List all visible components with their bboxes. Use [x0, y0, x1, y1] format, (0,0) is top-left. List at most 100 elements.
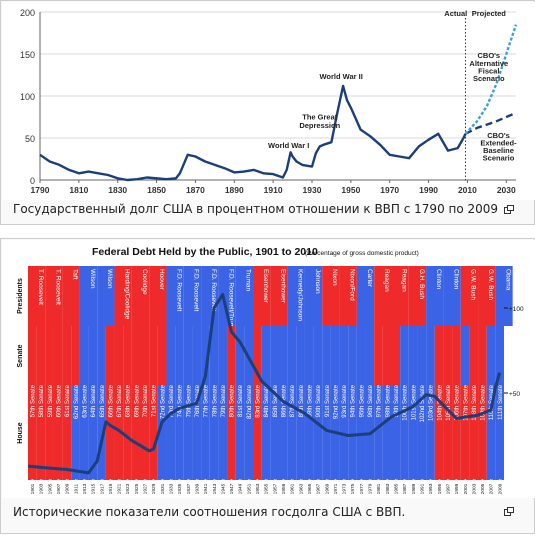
- house-label: 68th House: [126, 478, 132, 498]
- house-cell: [408, 386, 418, 480]
- senate-label: 79th Senate: [221, 384, 227, 417]
- president-label: Obama: [504, 269, 511, 291]
- house-cell: [434, 386, 444, 480]
- senate-label: 58th Senate: [39, 384, 45, 417]
- president-label: Taft: [72, 269, 79, 280]
- annotation-label: Depression: [299, 121, 340, 130]
- senate-cell: [478, 326, 487, 386]
- house-label: 102nd House: [420, 478, 426, 498]
- president-label: G.W. Bush: [487, 269, 494, 300]
- magnify-icon[interactable]: [504, 205, 514, 214]
- house-label: 101st House: [411, 478, 417, 498]
- house-cell: [183, 386, 193, 480]
- annotation-label: Scenario: [473, 74, 505, 83]
- chart-title: Federal Debt Held by the Public, 1901 to…: [92, 246, 318, 258]
- year-label: 1931: [160, 483, 166, 494]
- house-cell: [149, 386, 158, 480]
- year-label: 1967: [316, 483, 322, 494]
- senate-label: 89th Senate: [307, 384, 313, 417]
- president-cell: [374, 266, 392, 326]
- year-label: 1965: [307, 483, 313, 494]
- y-tick-label: 0: [30, 176, 35, 186]
- senate-label: 96th Senate: [368, 384, 374, 417]
- president-cell: [426, 266, 444, 326]
- chart-debt-1790-2009[interactable]: 0 50 100 150 200 1790 1810 1830 1850 1870 1890 1910…: [2, 2, 535, 200]
- house-label: 103rd House: [429, 478, 435, 498]
- senate-label: 85th Senate: [273, 384, 279, 417]
- senate-label: 80th Senate: [230, 384, 236, 417]
- senate-label: 105th Senate: [446, 384, 452, 420]
- president-label: T. Roosevelt: [37, 269, 44, 305]
- house-cell: [123, 386, 132, 480]
- house-label: 89th House: [307, 478, 313, 498]
- row-label: Presidents: [17, 278, 24, 314]
- house-label: 86th House: [282, 478, 288, 498]
- house-label: 111th House: [498, 478, 504, 498]
- year-label: 1963: [298, 483, 304, 494]
- house-label: 84th House: [264, 478, 270, 498]
- president-cell: [149, 266, 167, 326]
- annotation-label: World War I: [268, 141, 309, 150]
- annotation-label: Extended-: [480, 139, 517, 148]
- house-cell: [71, 386, 80, 480]
- senate-label: 73rd Senate: [169, 384, 175, 417]
- senate-cell: [261, 326, 271, 386]
- senate-cell: [417, 326, 427, 386]
- senate-cell: [97, 326, 106, 386]
- magnify-icon[interactable]: [504, 507, 514, 516]
- house-cell: [114, 386, 124, 480]
- house-cell: [313, 386, 323, 480]
- house-cell: [400, 386, 409, 480]
- senate-cell: [201, 326, 210, 386]
- house-cell: [244, 386, 254, 480]
- senate-cell: [460, 326, 470, 386]
- president-label: Kennedy/Johnson: [297, 269, 304, 321]
- president-cell: [131, 266, 150, 326]
- y-tick-label: 50: [25, 134, 35, 144]
- house-label: 62nd House: [74, 478, 80, 498]
- senate-label: 108th Senate: [472, 384, 478, 420]
- president-label: Hoover: [158, 269, 165, 291]
- chart-debt-1901-2010[interactable]: Federal Debt Held by the Public, 1901 to…: [2, 240, 535, 498]
- president-cell: [356, 266, 375, 326]
- house-cell: [175, 386, 184, 480]
- annotation-label: Actual: [444, 9, 467, 18]
- year-label: 1969: [324, 483, 330, 494]
- year-label: 1955: [264, 483, 270, 494]
- senate-cell: [356, 326, 366, 386]
- senate-label: 107th Senate: [463, 384, 469, 420]
- president-label: G.W. Bush: [470, 269, 477, 300]
- house-cell: [157, 386, 167, 480]
- year-label: 1971: [333, 483, 339, 494]
- senate-cell: [183, 326, 193, 386]
- annotation-label: Scenario: [483, 154, 515, 163]
- house-label: 75th House: [186, 478, 192, 498]
- x-tick-label: 2030: [497, 185, 516, 195]
- senate-cell: [382, 326, 392, 386]
- house-label: 91st House: [325, 478, 331, 498]
- senate-cell: [374, 326, 383, 386]
- house-cell: [45, 386, 54, 480]
- senate-cell: [53, 326, 63, 386]
- house-label: 109th House: [481, 478, 487, 498]
- senate-label: 69th Senate: [134, 384, 140, 417]
- house-cell: [287, 386, 297, 480]
- house-cell: [253, 386, 262, 480]
- president-label: F.D. Roosevelt/Truman: [227, 269, 234, 336]
- y-tick-label: +100: [509, 306, 524, 313]
- house-cell: [270, 386, 279, 480]
- president-label: F.D. Roosevelt: [210, 269, 217, 311]
- senate-label: 93rd Senate: [342, 384, 348, 417]
- senate-cell: [495, 326, 504, 386]
- year-label: 1915: [91, 483, 97, 494]
- president-cell: [218, 266, 236, 326]
- year-label: 1923: [125, 483, 131, 494]
- senate-label: 63rd Senate: [82, 384, 88, 417]
- house-label: 70th House: [143, 478, 149, 498]
- house-cell: [235, 386, 245, 480]
- president-cell: [97, 266, 115, 326]
- senate-cell: [36, 326, 46, 386]
- year-label: 1951: [246, 483, 252, 494]
- y-tick-label: +50: [509, 391, 520, 398]
- senate-label: 103rd Senate: [429, 384, 435, 421]
